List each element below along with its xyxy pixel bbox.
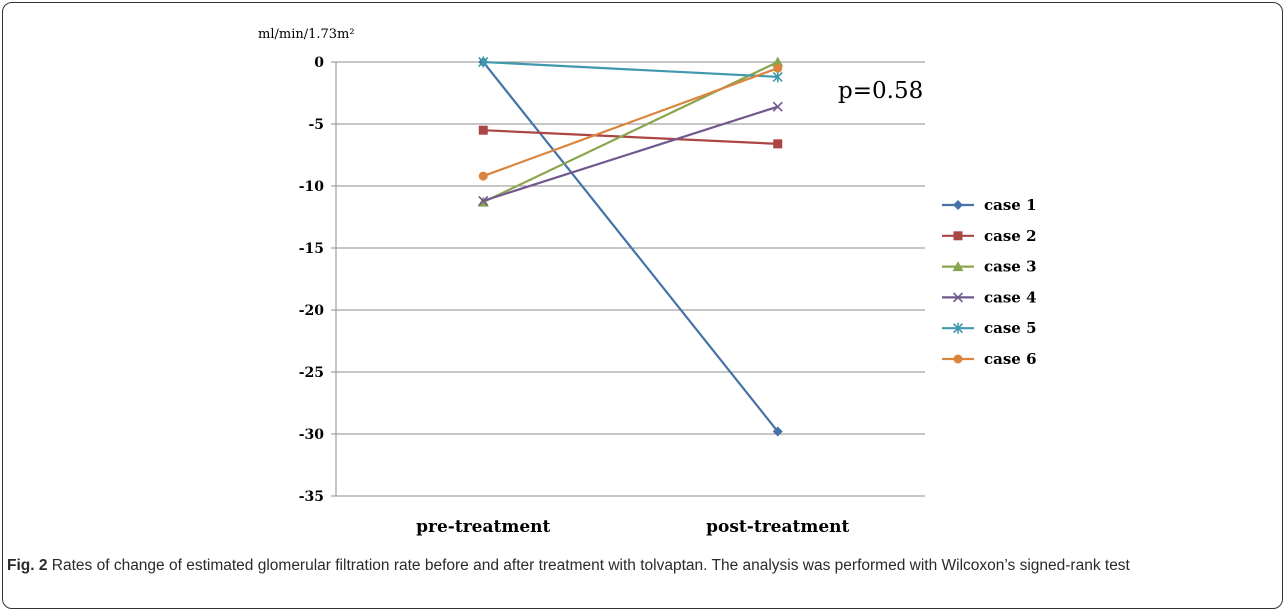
y-tick-label: -20 [299,303,325,319]
data-point [478,56,489,68]
legend: case 1 case 2 case 3 case 4 case 5 case 6 [942,196,1037,368]
legend-marker [953,200,963,210]
legend-entry: case 3 [984,258,1037,276]
caption-label: Fig. 2 [7,557,48,574]
unit-label: ml/min/1.73m² [258,27,355,42]
data-point [772,71,783,83]
series-group [477,56,784,437]
y-tick-label: -35 [299,489,324,505]
figure-caption: Fig. 2 Rates of change of estimated glom… [7,555,1279,577]
y-tick-label: -15 [299,241,324,257]
x-axis: pre-treatment post-treatment [416,517,849,537]
legend-entry: case 1 [984,196,1037,214]
data-point [478,171,488,181]
data-point [772,56,784,67]
legend-marker [952,261,964,272]
legend-marker [952,292,964,303]
data-point [773,139,783,149]
line-chart: 0 -5 -10 -15 -20 -25 -30 -35 pre-treatment post-… [258,27,1037,537]
series-line-2 [483,129,778,145]
legend-marker [952,322,964,334]
series-line-4 [482,105,779,202]
legend-entry: case 2 [984,227,1037,245]
series-line-5 [483,60,778,78]
grid-lines [336,61,925,497]
series-line-6 [482,67,779,178]
legend-entry: case 6 [984,350,1037,368]
legend-marker [953,231,963,241]
legend-entry: case 4 [984,288,1037,306]
y-axis: 0 -5 -10 -15 -20 -25 -30 -35 [299,55,337,505]
p-value-annotation: p=0.58 [838,78,923,104]
y-tick-label: -25 [299,365,324,381]
y-tick-label: -30 [299,427,325,443]
data-point [772,426,783,437]
series-line-1 [482,61,779,433]
data-point [772,101,783,112]
data-point [773,63,783,73]
legend-entry: case 5 [984,319,1037,337]
x-tick-label: pre-treatment [416,517,550,537]
data-point [478,125,488,135]
x-tick-label: post-treatment [706,517,849,537]
y-tick-label: 0 [314,55,324,71]
data-point [478,195,489,206]
y-tick-label: -5 [308,117,324,133]
caption-text: Rates of change of estimated glomerular … [47,557,1130,574]
y-tick-label: -10 [299,179,325,195]
legend-marker [953,354,963,364]
